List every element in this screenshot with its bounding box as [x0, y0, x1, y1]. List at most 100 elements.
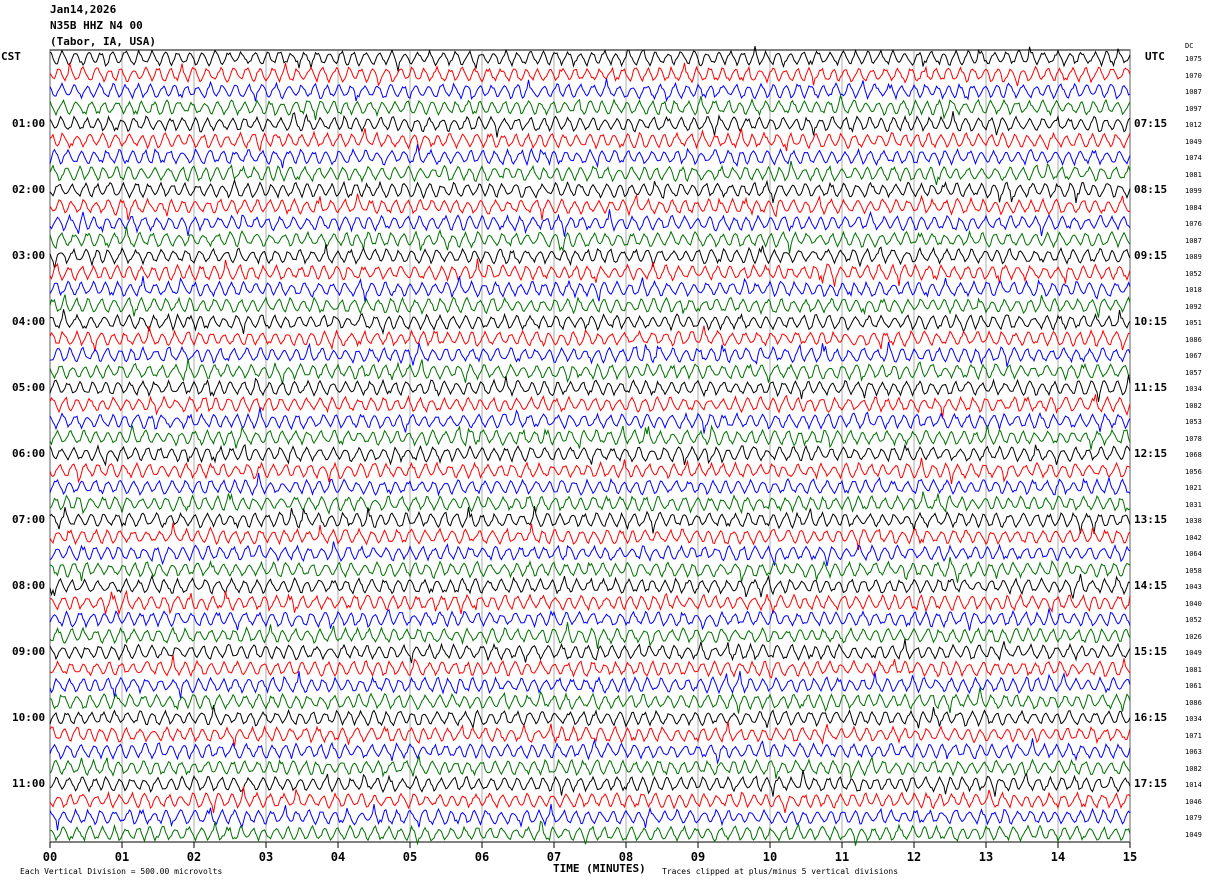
seismic-trace: [49, 93, 1131, 121]
x-tick-label: 14: [1051, 850, 1065, 864]
x-tick-label: 10: [763, 850, 777, 864]
x-tick-label: 02: [187, 850, 201, 864]
utc-hour-label: 09:15: [1134, 249, 1168, 262]
seismic-trace: [49, 243, 1131, 269]
station-location: (Tabor, IA, USA): [50, 35, 156, 48]
dc-offset-value: 1068: [1185, 451, 1202, 459]
dc-offset-value: 1087: [1185, 236, 1202, 245]
dc-offset-value: 1075: [1185, 55, 1202, 63]
cst-hour-label: 04:00: [12, 315, 46, 328]
seismic-trace: [49, 178, 1131, 204]
dc-offset-value: 1063: [1185, 748, 1202, 756]
utc-hour-label: 11:15: [1134, 381, 1168, 394]
dc-offset-value: 1086: [1185, 335, 1202, 344]
dc-offset-value: 1064: [1185, 550, 1202, 558]
seismic-trace: [49, 505, 1131, 534]
dc-offset-value: 1097: [1185, 104, 1202, 113]
dc-offset-value: 1058: [1185, 566, 1202, 575]
x-tick-label: 07: [547, 850, 561, 864]
scale-note: Each Vertical Division = 500.00 microvol…: [20, 867, 223, 876]
dc-offset-value: 1012: [1185, 121, 1202, 129]
utc-hour-label: 14:15: [1134, 579, 1168, 592]
seismic-trace: [49, 803, 1131, 831]
dc-offset-value: 1034: [1185, 715, 1202, 723]
dc-offset-value: 1082: [1185, 764, 1202, 773]
x-tick-label: 11: [835, 850, 849, 864]
seismic-trace: [49, 638, 1131, 664]
dc-offset-value: 1086: [1185, 698, 1202, 707]
dc-offset-value: 1049: [1185, 830, 1202, 839]
seismic-trace: [49, 541, 1131, 567]
seismic-trace: [49, 407, 1131, 434]
seismic-trace: [49, 341, 1131, 367]
utc-hour-label: 16:15: [1134, 711, 1168, 724]
seismic-trace: [49, 755, 1131, 780]
seismic-trace: [49, 258, 1131, 287]
seismic-trace: [49, 705, 1131, 730]
x-tick-label: 13: [979, 850, 993, 864]
cst-hour-label: 09:00: [12, 645, 46, 658]
x-tick-label: 03: [259, 850, 273, 864]
dc-offset-value: 1071: [1185, 731, 1202, 740]
dc-offset-value: 1061: [1185, 682, 1202, 690]
dc-offset-value: 1084: [1185, 203, 1202, 212]
dc-offset-value: 1021: [1185, 484, 1202, 492]
x-tick-label: 04: [331, 850, 345, 864]
dc-offset-value: 1052: [1185, 269, 1202, 278]
seismic-trace: [49, 424, 1131, 450]
dc-offset-value: 1078: [1185, 434, 1202, 443]
seismic-trace: [49, 111, 1131, 138]
x-axis-title: TIME (MINUTES): [553, 862, 646, 875]
dc-offset-value: 1092: [1185, 302, 1202, 311]
cst-hour-label: 10:00: [12, 711, 46, 724]
dc-offset-value: 1053: [1185, 418, 1202, 426]
cst-hour-label: 03:00: [12, 249, 46, 262]
dc-offset-value: 1026: [1185, 632, 1202, 641]
cst-hour-label: 05:00: [12, 381, 46, 394]
seismic-trace: [49, 687, 1131, 714]
seismic-trace: [49, 654, 1131, 679]
seismic-trace: [49, 738, 1131, 765]
utc-axis-label: UTC: [1145, 50, 1165, 63]
dc-offset-value: 1057: [1185, 368, 1202, 377]
seismic-trace: [49, 294, 1131, 318]
seismic-trace: [49, 491, 1131, 515]
dc-offset-value: 1082: [1185, 401, 1202, 410]
dc-offset-value: 1074: [1185, 154, 1202, 162]
cst-hour-label: 02:00: [12, 183, 46, 196]
seismic-trace: [49, 358, 1131, 385]
dc-offset-value: 1031: [1185, 500, 1202, 509]
seismic-trace: [49, 769, 1131, 797]
dc-offset-value: 1070: [1185, 71, 1202, 80]
seismic-trace: [49, 573, 1131, 599]
seismic-trace: [49, 160, 1131, 186]
dc-offset-value: 1046: [1185, 797, 1202, 806]
seismic-trace: [49, 721, 1131, 747]
dc-offset-value: 1067: [1185, 352, 1202, 360]
seismic-trace: [49, 144, 1131, 169]
x-tick-label: 09: [691, 850, 705, 864]
clip-note: Traces clipped at plus/minus 5 vertical …: [662, 867, 899, 876]
dc-offset-value: 1052: [1185, 616, 1202, 624]
seismic-trace: [49, 820, 1131, 846]
seismic-trace: [49, 457, 1131, 485]
seismic-trace: [49, 62, 1131, 87]
dc-offset-value: 1043: [1185, 583, 1202, 591]
dc-offset-value: 1081: [1185, 170, 1202, 179]
dc-offset-value: 1049: [1185, 137, 1202, 146]
dc-offset-value: 1099: [1185, 187, 1202, 195]
utc-hour-label: 12:15: [1134, 447, 1168, 460]
x-tick-label: 00: [43, 850, 57, 864]
seismic-trace: [49, 128, 1131, 153]
seismic-trace: [49, 375, 1131, 402]
utc-hour-label: 13:15: [1134, 513, 1168, 526]
dc-offset-value: 1038: [1185, 517, 1202, 525]
dc-offset-value: 1089: [1185, 253, 1202, 261]
dc-label: DC: [1185, 42, 1194, 50]
station-code: N35B HHZ N4 00: [50, 19, 143, 32]
x-tick-label: 01: [115, 850, 129, 864]
cst-axis-label: CST: [1, 50, 21, 63]
seismic-trace: [49, 46, 1131, 72]
utc-hour-label: 15:15: [1134, 645, 1168, 658]
